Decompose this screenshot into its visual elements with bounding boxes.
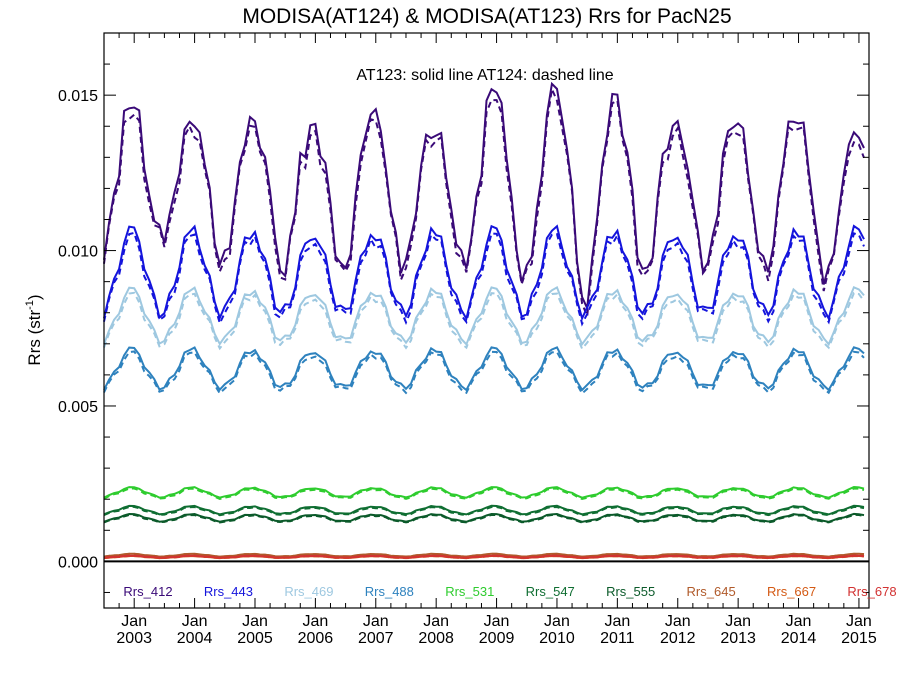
legend-label-rrs-555: Rrs_555 — [606, 584, 655, 599]
legend-label-rrs-667: Rrs_667 — [767, 584, 816, 599]
y-tick-label: 0.015 — [58, 88, 98, 105]
x-tick-label-month: Jan — [423, 613, 449, 630]
x-tick-label-month: Jan — [242, 613, 268, 630]
legend-label-rrs-531: Rrs_531 — [445, 584, 494, 599]
legend-label-rrs-645: Rrs_645 — [687, 584, 736, 599]
series-line-rrs-678-at123 — [103, 554, 865, 559]
legend: Rrs_412 Rrs_443 Rrs_469 Rrs_488 Rrs_531 Rrs_5… — [123, 584, 896, 599]
series-line-rrs-547-at123 — [103, 504, 865, 516]
x-tick-label-month: Jan — [363, 613, 389, 630]
x-tick-label-year: 2005 — [237, 630, 273, 647]
series-line-rrs-645-at123 — [103, 552, 865, 558]
x-tick-label-month: Jan — [725, 613, 751, 630]
x-tick-label-year: 2013 — [720, 630, 756, 647]
x-tick-label-month: Jan — [846, 613, 872, 630]
x-tick-label-year: 2008 — [418, 630, 454, 647]
series-line-rrs-443-at123 — [103, 224, 865, 322]
series-line-rrs-412-at124 — [103, 85, 865, 317]
x-tick-label-year: 2011 — [600, 630, 635, 647]
y-tick-label: 0.010 — [58, 244, 98, 261]
x-tick-label-year: 2007 — [358, 630, 394, 647]
x-tick-label-month: Jan — [665, 613, 691, 630]
legend-label-rrs-547: Rrs_547 — [526, 584, 575, 599]
x-tick-label-year: 2004 — [177, 630, 213, 647]
legend-label-rrs-469: Rrs_469 — [284, 584, 333, 599]
x-tick-label-year: 2014 — [781, 630, 817, 647]
legend-label-rrs-443: Rrs_443 — [204, 584, 253, 599]
legend-label-rrs-488: Rrs_488 — [365, 584, 414, 599]
chart-title: MODISA(AT124) & MODISA(AT123) Rrs for Pa… — [242, 5, 731, 28]
x-tick-label-month: Jan — [302, 613, 328, 630]
legend-label-rrs-412: Rrs_412 — [123, 584, 172, 599]
plot-frame — [103, 32, 870, 609]
series-layer — [103, 81, 865, 560]
series-line-rrs-488-at124 — [103, 350, 865, 396]
x-tick-label-month: Jan — [121, 613, 147, 630]
series-line-rrs-488-at123 — [103, 346, 865, 392]
x-tick-label-year: 2010 — [539, 630, 575, 647]
series-line-rrs-555-at123 — [103, 512, 865, 523]
y-axis-label: Rrs (str-1) — [24, 294, 44, 365]
y-tick-label: 0.000 — [58, 554, 98, 571]
x-tick-label-month: Jan — [182, 613, 208, 630]
legend-label-rrs-678: Rrs_678 — [847, 584, 896, 599]
series-line-rrs-469-at123 — [103, 285, 865, 347]
x-tick-label-month: Jan — [604, 613, 630, 630]
axes: 0.0000.0050.0100.015Jan2003Jan2004Jan200… — [58, 32, 877, 647]
line-style-annotation: AT123: solid line AT124: dashed line — [356, 67, 613, 84]
x-tick-label-month: Jan — [786, 613, 812, 630]
x-tick-label-year: 2012 — [660, 630, 696, 647]
series-line-rrs-469-at124 — [103, 291, 865, 351]
series-line-rrs-412-at123 — [103, 81, 865, 312]
series-line-rrs-531-at123 — [103, 485, 865, 499]
y-tick-label: 0.005 — [58, 399, 98, 416]
x-tick-label-year: 2015 — [841, 630, 877, 647]
series-line-rrs-443-at124 — [103, 231, 865, 327]
x-tick-label-year: 2009 — [479, 630, 515, 647]
x-tick-label-year: 2003 — [116, 630, 152, 647]
x-tick-label-year: 2006 — [298, 630, 334, 647]
series-line-rrs-531-at124 — [103, 487, 865, 501]
x-tick-label-month: Jan — [484, 613, 510, 630]
x-tick-label-month: Jan — [544, 613, 570, 630]
